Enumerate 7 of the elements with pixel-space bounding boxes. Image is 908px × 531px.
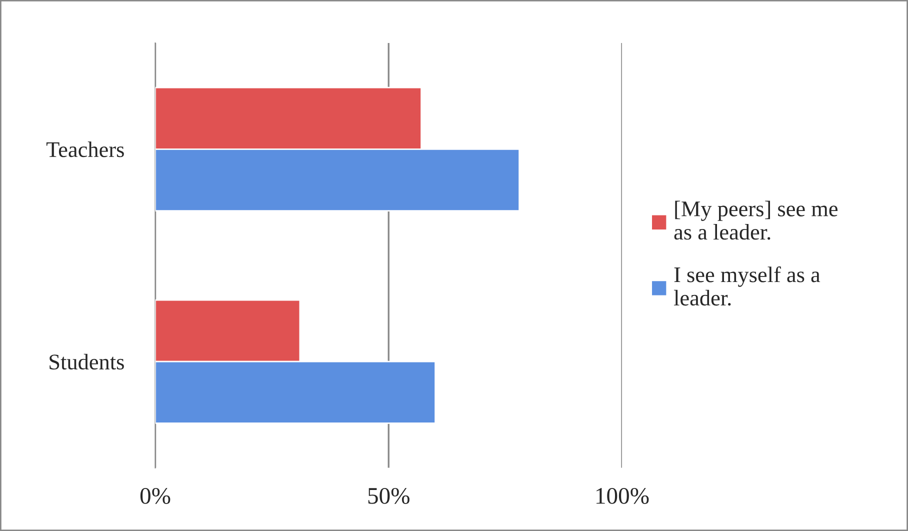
y-tick-label: Students (50, 354, 124, 370)
x-tick-label: 100% (596, 488, 649, 504)
x-tick-label: 0% (140, 488, 170, 504)
y-tick-label: Teachers (46, 142, 124, 158)
x-tick-label: 50% (368, 488, 410, 504)
legend-label: I see myself as a leader. (674, 266, 820, 306)
legend-label: [My peers] see me as a leader. (674, 200, 838, 240)
